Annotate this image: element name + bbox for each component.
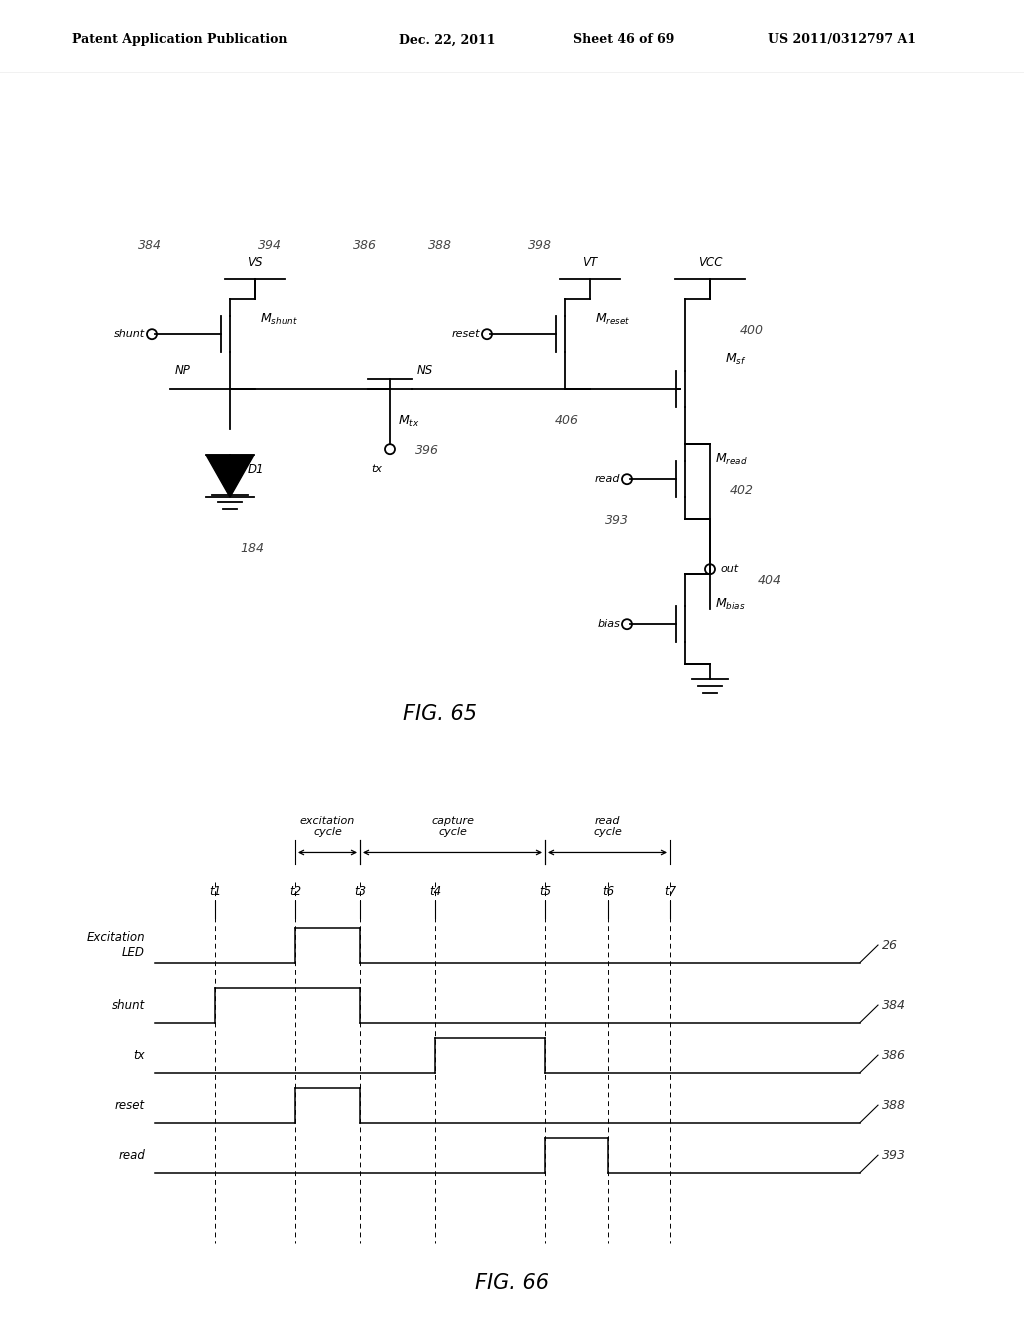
- Text: 384: 384: [882, 999, 906, 1011]
- Text: reset: reset: [115, 1098, 145, 1111]
- Text: VCC: VCC: [697, 256, 722, 269]
- Text: capture
cycle: capture cycle: [431, 816, 474, 837]
- Text: read: read: [118, 1148, 145, 1162]
- Text: 404: 404: [758, 574, 782, 587]
- Text: M$_{\mathregular{shunt}}$: M$_{\mathregular{shunt}}$: [260, 312, 298, 327]
- Text: Patent Application Publication: Patent Application Publication: [72, 33, 287, 46]
- Text: reset: reset: [452, 329, 480, 339]
- Text: shunt: shunt: [114, 329, 145, 339]
- Text: Excitation
LED: Excitation LED: [86, 931, 145, 960]
- Text: 184: 184: [240, 543, 264, 556]
- Text: t6: t6: [602, 884, 614, 898]
- Text: 386: 386: [882, 1048, 906, 1061]
- Polygon shape: [206, 455, 254, 498]
- Text: 400: 400: [740, 325, 764, 337]
- Text: tx: tx: [371, 465, 382, 474]
- Text: 406: 406: [555, 414, 579, 428]
- Text: read: read: [595, 474, 620, 484]
- Text: t2: t2: [289, 884, 301, 898]
- Text: t5: t5: [539, 884, 551, 898]
- Text: t7: t7: [664, 884, 676, 898]
- Text: 396: 396: [415, 445, 439, 457]
- Text: FIG. 66: FIG. 66: [475, 1272, 549, 1292]
- Text: D1: D1: [248, 463, 264, 475]
- Text: t4: t4: [429, 884, 441, 898]
- Text: VS: VS: [247, 256, 263, 269]
- Text: tx: tx: [133, 1048, 145, 1061]
- Text: excitation
cycle: excitation cycle: [300, 816, 355, 837]
- Text: 388: 388: [428, 239, 452, 252]
- Text: NP: NP: [175, 364, 190, 378]
- Text: M$_{\mathregular{reset}}$: M$_{\mathregular{reset}}$: [595, 312, 631, 327]
- Text: 26: 26: [882, 939, 898, 952]
- Text: read
cycle: read cycle: [593, 816, 622, 837]
- Text: 386: 386: [353, 239, 377, 252]
- Text: t3: t3: [354, 884, 366, 898]
- Text: 394: 394: [258, 239, 282, 252]
- Text: VT: VT: [583, 256, 598, 269]
- Text: US 2011/0312797 A1: US 2011/0312797 A1: [768, 33, 916, 46]
- Text: 393: 393: [605, 515, 629, 527]
- Text: 384: 384: [138, 239, 162, 252]
- Text: Sheet 46 of 69: Sheet 46 of 69: [573, 33, 675, 46]
- Text: 398: 398: [528, 239, 552, 252]
- Text: 402: 402: [730, 484, 754, 498]
- Text: 393: 393: [882, 1148, 906, 1162]
- Text: FIG. 65: FIG. 65: [403, 704, 477, 725]
- Text: M$_{\mathregular{tx}}$: M$_{\mathregular{tx}}$: [398, 413, 420, 429]
- Text: bias: bias: [597, 619, 620, 630]
- Text: M$_{\mathregular{sf}}$: M$_{\mathregular{sf}}$: [725, 351, 746, 367]
- Text: shunt: shunt: [112, 999, 145, 1011]
- Text: M$_{\mathregular{bias}}$: M$_{\mathregular{bias}}$: [715, 597, 745, 611]
- Text: out: out: [720, 564, 738, 574]
- Text: M$_{\mathregular{read}}$: M$_{\mathregular{read}}$: [715, 451, 748, 467]
- Text: Dec. 22, 2011: Dec. 22, 2011: [399, 33, 496, 46]
- Text: 388: 388: [882, 1098, 906, 1111]
- Text: NS: NS: [417, 364, 433, 378]
- Text: t1: t1: [209, 884, 221, 898]
